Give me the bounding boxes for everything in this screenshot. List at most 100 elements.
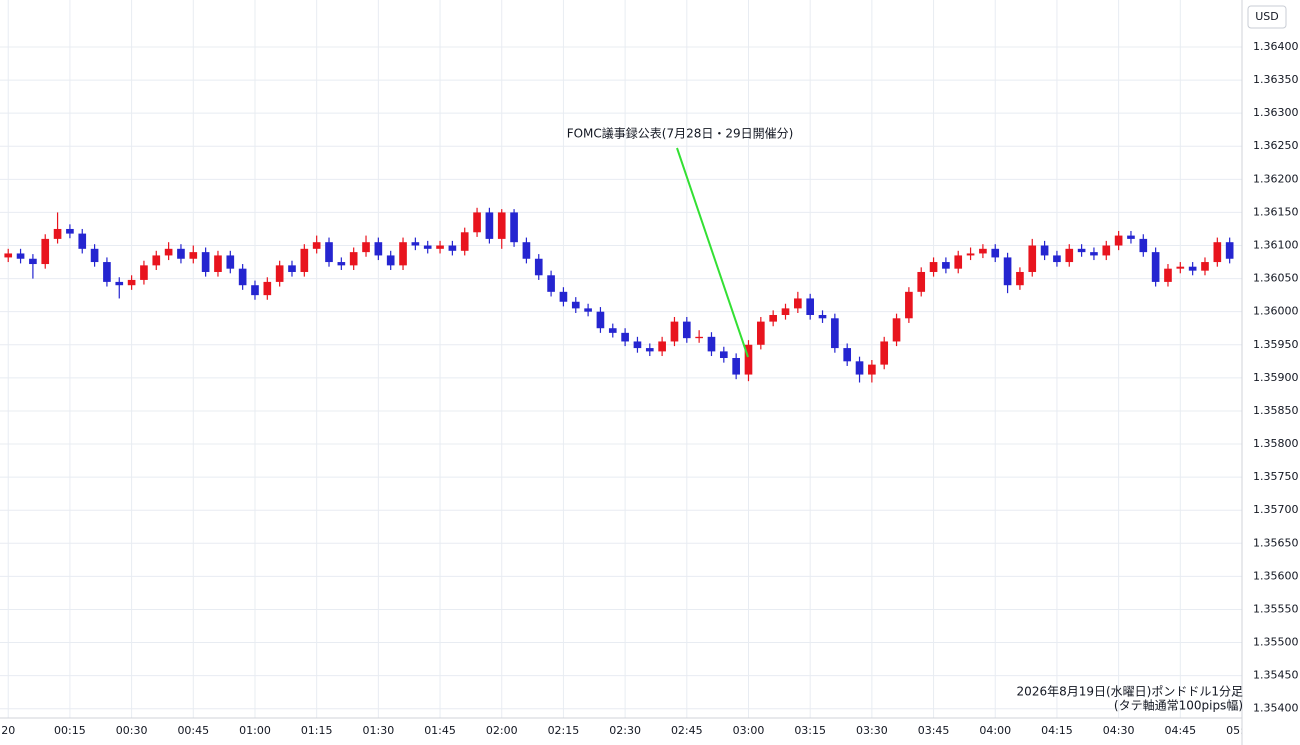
- candle-body: [300, 248, 309, 272]
- y-tick-label: 1.35550: [1253, 602, 1299, 615]
- candle-body: [645, 348, 654, 352]
- candle-body: [1127, 235, 1135, 239]
- candle-body: [559, 291, 568, 302]
- candle-body: [1188, 266, 1197, 271]
- candle-body: [547, 275, 555, 292]
- candle-body: [979, 248, 987, 254]
- candle-body: [843, 348, 852, 362]
- x-tick-label: 05:00: [1226, 724, 1258, 737]
- candle-body: [1040, 245, 1049, 256]
- y-tick-label: 1.35750: [1253, 470, 1299, 483]
- candle-body: [460, 232, 469, 251]
- currency-box: [1247, 5, 1287, 29]
- candle-body: [855, 361, 864, 375]
- candle-body: [1225, 242, 1234, 259]
- y-tick-label: 1.35650: [1253, 536, 1299, 549]
- y-tick-label: 1.35950: [1253, 338, 1299, 351]
- grid: [0, 0, 1243, 718]
- y-tick-label: 1.35450: [1253, 669, 1299, 682]
- y-tick-label: 1.35600: [1253, 569, 1299, 582]
- x-tick-label: 02:30: [609, 724, 641, 737]
- candle-body: [53, 228, 62, 239]
- y-tick-label: 1.36000: [1253, 305, 1299, 318]
- candle-body: [423, 245, 432, 249]
- candle-body: [485, 212, 494, 239]
- y-tick-label: 1.36400: [1253, 40, 1299, 53]
- y-tick-label: 1.35850: [1253, 404, 1299, 417]
- candle-body: [226, 255, 235, 269]
- candle-body: [152, 255, 161, 266]
- candle-body: [288, 265, 296, 272]
- candle-body: [90, 248, 99, 263]
- x-tick-label: 03:30: [856, 724, 888, 737]
- candle-body: [905, 291, 913, 319]
- x-tick-label: 04:30: [1103, 724, 1135, 737]
- candle-body: [1151, 252, 1160, 282]
- x-tick-label: 04:45: [1164, 724, 1196, 737]
- x-tick-label: 03:00: [733, 724, 765, 737]
- candle-body: [251, 285, 259, 296]
- candle-body: [929, 262, 938, 272]
- x-tick-label: 00:15: [54, 724, 86, 737]
- x-tick-label: 01:45: [424, 724, 456, 737]
- candle-body: [189, 252, 198, 259]
- candles: [4, 207, 1234, 383]
- candle-body: [744, 344, 753, 375]
- candle-body: [325, 242, 333, 263]
- candle-body: [670, 321, 679, 342]
- candle-body: [66, 228, 74, 234]
- candle-body: [411, 242, 420, 246]
- candle-body: [608, 328, 617, 333]
- candle-body: [633, 341, 642, 349]
- candle-body: [386, 255, 395, 266]
- currency-label: USD: [1255, 10, 1279, 23]
- candle-body: [337, 262, 346, 266]
- annotation: FOMC議事録公表(7月28日・29日開催分): [567, 126, 794, 141]
- candle-body: [966, 253, 975, 256]
- candle-body: [1028, 245, 1037, 272]
- candle-body: [1102, 245, 1111, 256]
- candle-body: [115, 281, 124, 286]
- candle-body: [1003, 257, 1012, 286]
- candle-body: [201, 252, 210, 272]
- candle-body: [584, 308, 592, 312]
- annotation-line: [676, 147, 749, 358]
- candle-body: [1065, 248, 1074, 263]
- candle-body: [831, 318, 839, 349]
- candle-body: [892, 318, 901, 342]
- candle-body: [399, 242, 407, 266]
- candle-body: [374, 242, 383, 256]
- candle-body: [1077, 248, 1086, 253]
- y-axis: 1.36400 1.36350 1.36300 1.36250 1.36200 1.361…: [1253, 40, 1299, 715]
- x-axis: 20 00:15 00:30 00:45 01:00 01:15 01:30 01:45 02:…: [1, 724, 1258, 737]
- candle-body: [1016, 271, 1024, 286]
- candle-body: [719, 351, 728, 359]
- x-tick-label: 03:45: [918, 724, 950, 737]
- y-tick-label: 1.36200: [1253, 172, 1299, 185]
- candle-body: [41, 238, 50, 265]
- candle-body: [78, 233, 87, 249]
- candle-body: [263, 281, 272, 296]
- y-tick-label: 1.35500: [1253, 636, 1299, 649]
- candle-body: [942, 262, 950, 269]
- candle-body: [621, 332, 629, 342]
- x-tick-label: 03:15: [794, 724, 826, 737]
- x-tick-label: 02:00: [486, 724, 518, 737]
- candle-body: [1139, 238, 1148, 253]
- y-tick-label: 1.35400: [1253, 702, 1299, 715]
- candle-body: [448, 245, 457, 251]
- candle-body: [991, 248, 1000, 258]
- candle-body: [362, 242, 370, 253]
- candle-body: [312, 242, 321, 249]
- candle-body: [275, 265, 284, 282]
- candle-body: [534, 258, 543, 276]
- candle-body: [917, 271, 926, 292]
- x-tick-label: 20: [1, 724, 15, 737]
- candle-body: [1053, 255, 1061, 263]
- candle-body: [682, 321, 691, 339]
- candle-body: [1201, 262, 1209, 271]
- candle-body: [954, 255, 963, 269]
- note: (タテ軸通常100pips幅): [1114, 698, 1243, 713]
